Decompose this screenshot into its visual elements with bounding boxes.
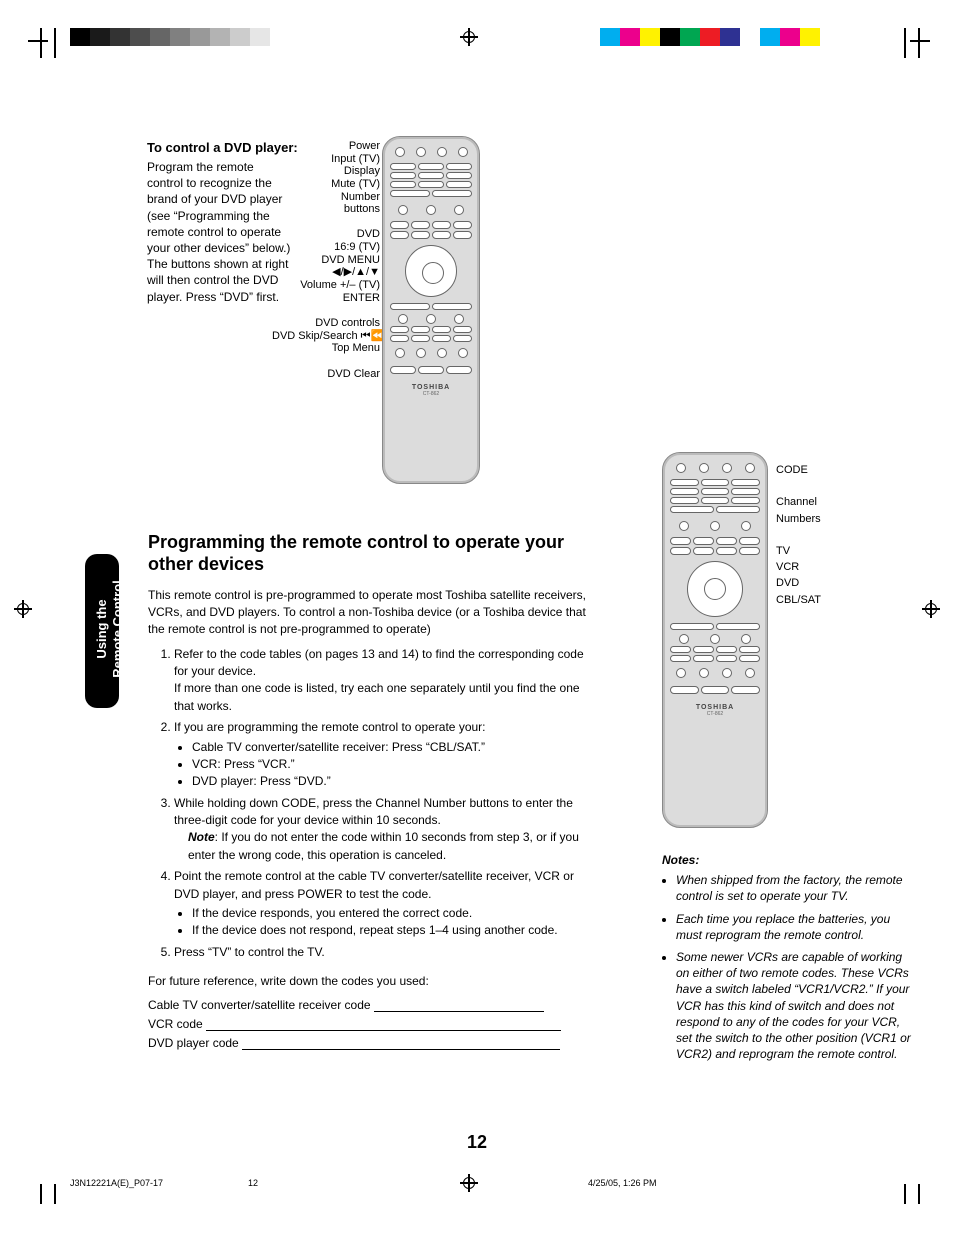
- dvd-section-paragraph: Program the remote control to recognize …: [147, 159, 292, 305]
- remote-brand: TOSHIBA: [663, 704, 767, 711]
- remote-brand: TOSHIBA: [383, 384, 479, 391]
- remote-label: DVD: [272, 228, 380, 241]
- print-registration-top: [0, 28, 954, 62]
- remote-label: DVD MENU: [272, 254, 380, 267]
- page-content: Using the Remote Control To control a DV…: [44, 60, 910, 1170]
- remote-label: DVD controls: [272, 317, 380, 330]
- remote-label: Channel: [776, 496, 821, 509]
- remote-label: Numbers: [776, 513, 821, 526]
- note-item: Each time you replace the batteries, you…: [676, 911, 914, 943]
- remote-label: buttons: [272, 203, 380, 216]
- future-reference-line: For future reference, write down the cod…: [148, 971, 600, 993]
- remote-label: [272, 355, 380, 368]
- step-bullet: Cable TV converter/satellite receiver: P…: [192, 739, 600, 756]
- remote-label: Volume +/– (TV): [272, 279, 380, 292]
- notes-heading: Notes:: [662, 852, 914, 868]
- tab-line1: Using the: [94, 559, 109, 699]
- remote-label: Input (TV): [272, 153, 380, 166]
- step-item: While holding down CODE, press the Chann…: [174, 795, 600, 865]
- remote-label: [776, 529, 821, 542]
- remote-label: DVD Clear: [272, 368, 380, 381]
- remote-label: CBL/SAT: [776, 594, 821, 607]
- step-item: Press “TV” to control the TV.: [174, 944, 600, 961]
- remote-label: ◀/▶/▲/▼: [272, 266, 380, 279]
- notes-list: When shipped from the factory, the remot…: [662, 872, 914, 1062]
- step-bullet: If the device responds, you entered the …: [192, 905, 600, 922]
- remote-illustration-small: TOSHIBA CT-862: [382, 136, 480, 484]
- note-item: Some newer VCRs are capable of working o…: [676, 949, 914, 1062]
- color-bar: [600, 28, 820, 46]
- footer-file: J3N12221A(E)_P07-17: [70, 1178, 163, 1188]
- remote-label: Display: [272, 165, 380, 178]
- code-line: Cable TV converter/satellite receiver co…: [148, 997, 600, 1012]
- remote-illustration-large: TOSHIBA CT-862: [662, 452, 768, 828]
- steps-list: Refer to the code tables (on pages 13 an…: [148, 646, 600, 962]
- remote-label: DVD: [776, 577, 821, 590]
- step-bullet: VCR: Press “VCR.”: [192, 756, 600, 773]
- remote-label: ENTER: [272, 292, 380, 305]
- note-item: When shipped from the factory, the remot…: [676, 872, 914, 904]
- registration-cross-icon: [460, 1174, 478, 1192]
- footer-page: 12: [248, 1178, 258, 1188]
- grayscale-bar: [70, 28, 290, 46]
- notes-section: Notes: When shipped from the factory, th…: [662, 852, 914, 1068]
- remote-label: [272, 304, 380, 317]
- code-line: DVD player code: [148, 1035, 600, 1050]
- remote-model: CT-862: [663, 711, 767, 717]
- intro-paragraph: This remote control is pre-programmed to…: [148, 587, 600, 637]
- step-item: If you are programming the remote contro…: [174, 719, 600, 791]
- registration-cross-icon: [460, 28, 478, 46]
- remote-label: 16:9 (TV): [272, 241, 380, 254]
- programming-section: Programming the remote control to operat…: [148, 532, 600, 1050]
- footer-date: 4/25/05, 1:26 PM: [588, 1178, 657, 1188]
- tab-line2: Remote Control: [110, 559, 125, 699]
- page-number: 12: [44, 1132, 910, 1153]
- remote-label: Number: [272, 191, 380, 204]
- section-heading: Programming the remote control to operat…: [148, 532, 600, 575]
- remote-label: TV: [776, 545, 821, 558]
- remote-label: VCR: [776, 561, 821, 574]
- dvd-button-labels: PowerInput (TV)DisplayMute (TV)Numberbut…: [272, 140, 380, 380]
- large-remote-labels: CODE Channel Numbers TV VCR DVD CBL/SAT: [776, 464, 821, 610]
- registration-cross-icon: [14, 600, 32, 618]
- remote-label: DVD Skip/Search ⏮⏪⏩⏭: [272, 330, 380, 343]
- remote-model: CT-862: [383, 391, 479, 397]
- step-item: Point the remote control at the cable TV…: [174, 868, 600, 940]
- remote-label: [776, 480, 821, 493]
- step-bullet: DVD player: Press “DVD.”: [192, 773, 600, 790]
- remote-label: Power: [272, 140, 380, 153]
- remote-label: [272, 216, 380, 229]
- remote-label: CODE: [776, 464, 821, 477]
- code-entry-lines: Cable TV converter/satellite receiver co…: [148, 997, 600, 1050]
- registration-cross-icon: [922, 600, 940, 618]
- remote-label: Top Menu: [272, 342, 380, 355]
- step-bullet: If the device does not respond, repeat s…: [192, 922, 600, 939]
- section-tab: Using the Remote Control: [85, 554, 119, 708]
- remote-label: Mute (TV): [272, 178, 380, 191]
- step-item: Refer to the code tables (on pages 13 an…: [174, 646, 600, 716]
- code-line: VCR code: [148, 1016, 600, 1031]
- print-registration-bottom: J3N12221A(E)_P07-17 12 4/25/05, 1:26 PM: [0, 1174, 954, 1192]
